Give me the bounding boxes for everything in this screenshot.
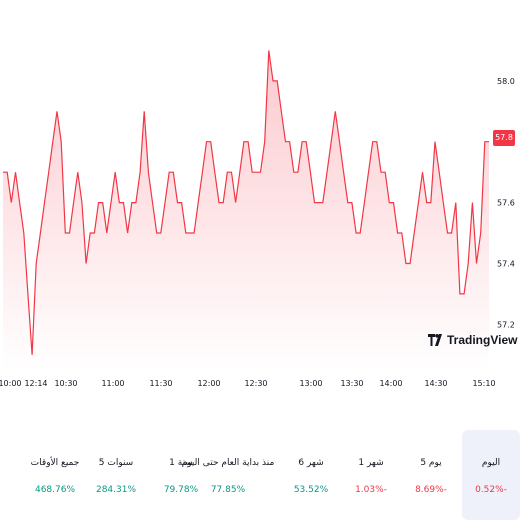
x-tick-label: 10:00 xyxy=(0,379,22,388)
y-tick-label: 57.4 xyxy=(497,259,515,268)
performance-period-2[interactable]: 1 شهر 1.03%- xyxy=(342,430,400,520)
performance-period-label: جميع الأوقات xyxy=(30,458,80,468)
performance-period-value: 53.52% xyxy=(293,485,329,495)
performance-period-5[interactable]: 1 سنة 79.78% xyxy=(152,430,210,520)
y-axis: 58.057.857.657.457.2 xyxy=(497,77,515,329)
x-tick-label: 14:30 xyxy=(424,379,447,388)
performance-period-label: 5 سنوات xyxy=(98,458,134,468)
x-tick-label: 14:00 xyxy=(379,379,402,388)
x-tick-label: 15:10 xyxy=(472,379,495,388)
y-tick-label: 57.2 xyxy=(497,320,515,329)
performance-period-value: 0.52%- xyxy=(475,485,507,495)
y-tick-label: 57.6 xyxy=(497,199,515,208)
x-tick-label: 11:00 xyxy=(101,379,124,388)
x-tick-label: 10:30 xyxy=(54,379,77,388)
performance-period-7[interactable]: جميع الأوقات 468.76% xyxy=(22,430,88,520)
price-area xyxy=(3,50,489,371)
performance-period-value: 1.03%- xyxy=(355,485,387,495)
x-tick-label: 13:30 xyxy=(340,379,363,388)
performance-period-value: 468.76% xyxy=(34,485,76,495)
performance-period-label: 1 سنة xyxy=(169,458,193,468)
tradingview-logo-text: TradingView xyxy=(447,333,518,347)
performance-period-value: 77.85% xyxy=(210,485,246,495)
performance-period-label: 1 شهر xyxy=(358,458,384,468)
performance-period-value: 8.69%- xyxy=(415,485,447,495)
performance-period-0[interactable]: اليوم 0.52%- xyxy=(462,430,520,520)
performance-period-1[interactable]: 5 يوم 8.69%- xyxy=(402,430,460,520)
current-price-tag: 57.8 xyxy=(493,130,515,146)
performance-period-label: اليوم xyxy=(481,458,501,468)
x-axis: 10:00 12:14 10:30 11:00 11:30 12:00 12:30 13:00… xyxy=(0,379,496,388)
tradingview-logo-icon xyxy=(428,334,442,346)
performance-period-value: 284.31% xyxy=(95,485,137,495)
x-tick-label: 11:30 xyxy=(149,379,172,388)
performance-period-6[interactable]: 5 سنوات 284.31% xyxy=(88,430,144,520)
performance-period-4[interactable]: منذ بداية العام حتى اليوم 77.85% xyxy=(178,430,278,520)
price-line xyxy=(3,50,489,355)
x-tick-label: 13:00 xyxy=(299,379,322,388)
performance-period-label: 6 شهر xyxy=(298,458,324,468)
price-chart[interactable]: 10:00 12:14 10:30 11:00 11:30 12:00 12:30 13:00… xyxy=(0,0,520,400)
performance-period-3[interactable]: 6 شهر 53.52% xyxy=(282,430,340,520)
performance-period-value: 79.78% xyxy=(163,485,199,495)
x-tick-label: 12:30 xyxy=(244,379,267,388)
performance-period-label: منذ بداية العام حتى اليوم xyxy=(181,458,275,468)
x-tick-label: 12:00 xyxy=(197,379,220,388)
y-tick-label: 58.0 xyxy=(497,77,515,86)
tradingview-logo: TradingView xyxy=(428,333,517,347)
performance-bar: اليوم 0.52%- 5 يوم 8.69%- 1 شهر 1.03%- 6 شهر 53… xyxy=(0,430,520,520)
x-tick-label: 12:14 xyxy=(24,379,47,388)
performance-period-label: 5 يوم xyxy=(420,458,442,468)
